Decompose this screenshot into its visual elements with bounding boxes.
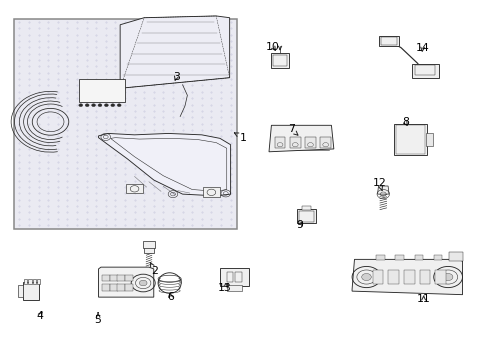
Polygon shape (120, 16, 230, 88)
Text: 12: 12 (372, 178, 386, 191)
Text: 5: 5 (95, 312, 101, 325)
Bar (110, 284, 118, 291)
Bar (396, 125, 425, 154)
Bar (126, 184, 143, 193)
Bar (434, 255, 442, 260)
Bar (37, 279, 41, 284)
Circle shape (443, 274, 453, 280)
Bar (320, 137, 331, 148)
Bar (220, 268, 249, 286)
Bar (426, 133, 433, 146)
Bar (299, 211, 314, 222)
Circle shape (85, 104, 89, 107)
Bar (79, 80, 125, 102)
Bar (290, 137, 300, 148)
Polygon shape (269, 125, 334, 152)
Circle shape (117, 104, 121, 107)
Circle shape (139, 280, 147, 286)
Polygon shape (18, 285, 23, 297)
Text: 1: 1 (234, 133, 247, 143)
Bar (125, 284, 133, 291)
Circle shape (111, 104, 115, 107)
Bar (102, 275, 110, 281)
Bar (412, 64, 439, 78)
Bar (275, 137, 285, 148)
Bar (227, 272, 233, 282)
Text: 9: 9 (297, 220, 304, 230)
Text: 4: 4 (36, 311, 43, 321)
Bar (227, 285, 242, 291)
Text: 3: 3 (173, 72, 180, 82)
Circle shape (92, 104, 96, 107)
Bar (395, 255, 404, 260)
Bar (379, 36, 399, 46)
Bar (203, 187, 220, 197)
Bar (273, 55, 287, 66)
Bar (449, 252, 464, 261)
Circle shape (104, 104, 108, 107)
Bar (118, 284, 125, 291)
Bar (394, 123, 427, 155)
Text: 14: 14 (416, 43, 430, 53)
Bar (102, 284, 110, 291)
Bar (110, 275, 118, 281)
Bar (302, 207, 311, 210)
Bar (416, 66, 435, 75)
Bar (14, 19, 237, 229)
Circle shape (98, 104, 102, 107)
Bar (305, 137, 316, 148)
Text: 11: 11 (417, 294, 431, 304)
Polygon shape (23, 282, 39, 300)
Text: 2: 2 (150, 263, 158, 276)
Text: 6: 6 (167, 292, 174, 302)
Bar (389, 270, 399, 284)
Circle shape (362, 274, 371, 280)
Bar (373, 270, 383, 284)
Text: 13: 13 (218, 283, 232, 293)
Bar (24, 279, 27, 284)
Bar (143, 242, 155, 248)
Bar (33, 279, 36, 284)
Polygon shape (98, 267, 154, 297)
Bar (125, 275, 133, 281)
Polygon shape (144, 247, 154, 253)
Bar (118, 275, 125, 281)
Text: 10: 10 (266, 42, 280, 51)
Text: 8: 8 (402, 117, 409, 127)
Bar (415, 255, 423, 260)
Bar (404, 270, 415, 284)
Bar (435, 270, 446, 284)
Polygon shape (377, 186, 389, 194)
Bar (235, 272, 242, 282)
Bar (297, 209, 316, 224)
Circle shape (79, 104, 83, 107)
Bar (419, 270, 430, 284)
Bar (28, 279, 32, 284)
Polygon shape (352, 259, 463, 294)
Bar (381, 37, 397, 45)
Polygon shape (98, 134, 231, 196)
Text: 7: 7 (288, 124, 298, 135)
Bar (376, 255, 385, 260)
Bar (271, 53, 289, 68)
